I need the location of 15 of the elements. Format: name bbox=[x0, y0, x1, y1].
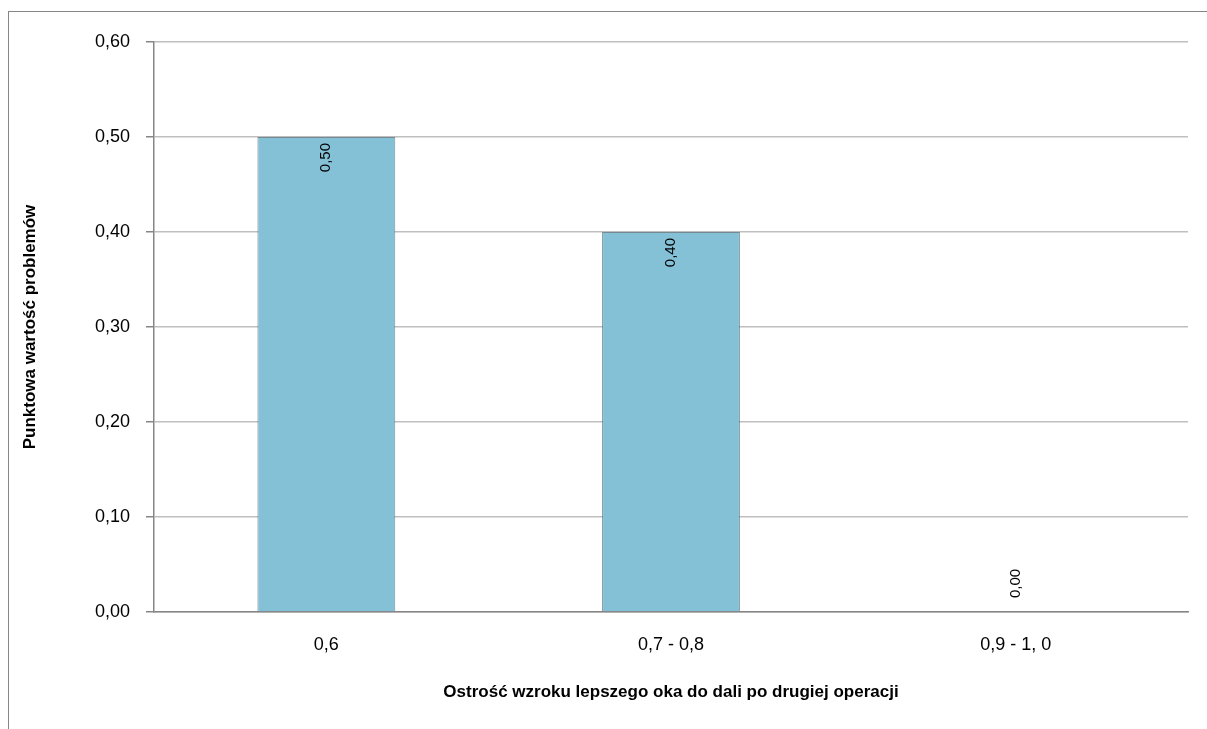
x-tick-label: 0,6 bbox=[313, 633, 339, 654]
data-label: 0,00 bbox=[1005, 568, 1023, 598]
x-tick-label: 0,7 - 0,8 bbox=[637, 633, 705, 654]
y-tick-label: 0,10 bbox=[94, 505, 130, 526]
x-tick-label: 0,9 - 1, 0 bbox=[980, 633, 1052, 654]
data-label: 0,40 bbox=[661, 238, 679, 268]
x-axis-title: Ostrość wzroku lepszego oka do dali po drugiej operacji bbox=[443, 682, 899, 702]
y-tick-label: 0,30 bbox=[94, 315, 130, 336]
y-tick-label: 0,50 bbox=[94, 125, 130, 146]
data-label: 0,50 bbox=[316, 143, 334, 173]
y-tick-label: 0,40 bbox=[94, 220, 130, 241]
y-axis-title: Punktowa wartość problemów bbox=[19, 203, 39, 450]
y-tick-label: 0,60 bbox=[94, 30, 130, 51]
y-tick-label: 0,20 bbox=[94, 410, 130, 431]
y-tick-label: 0,00 bbox=[94, 600, 130, 621]
